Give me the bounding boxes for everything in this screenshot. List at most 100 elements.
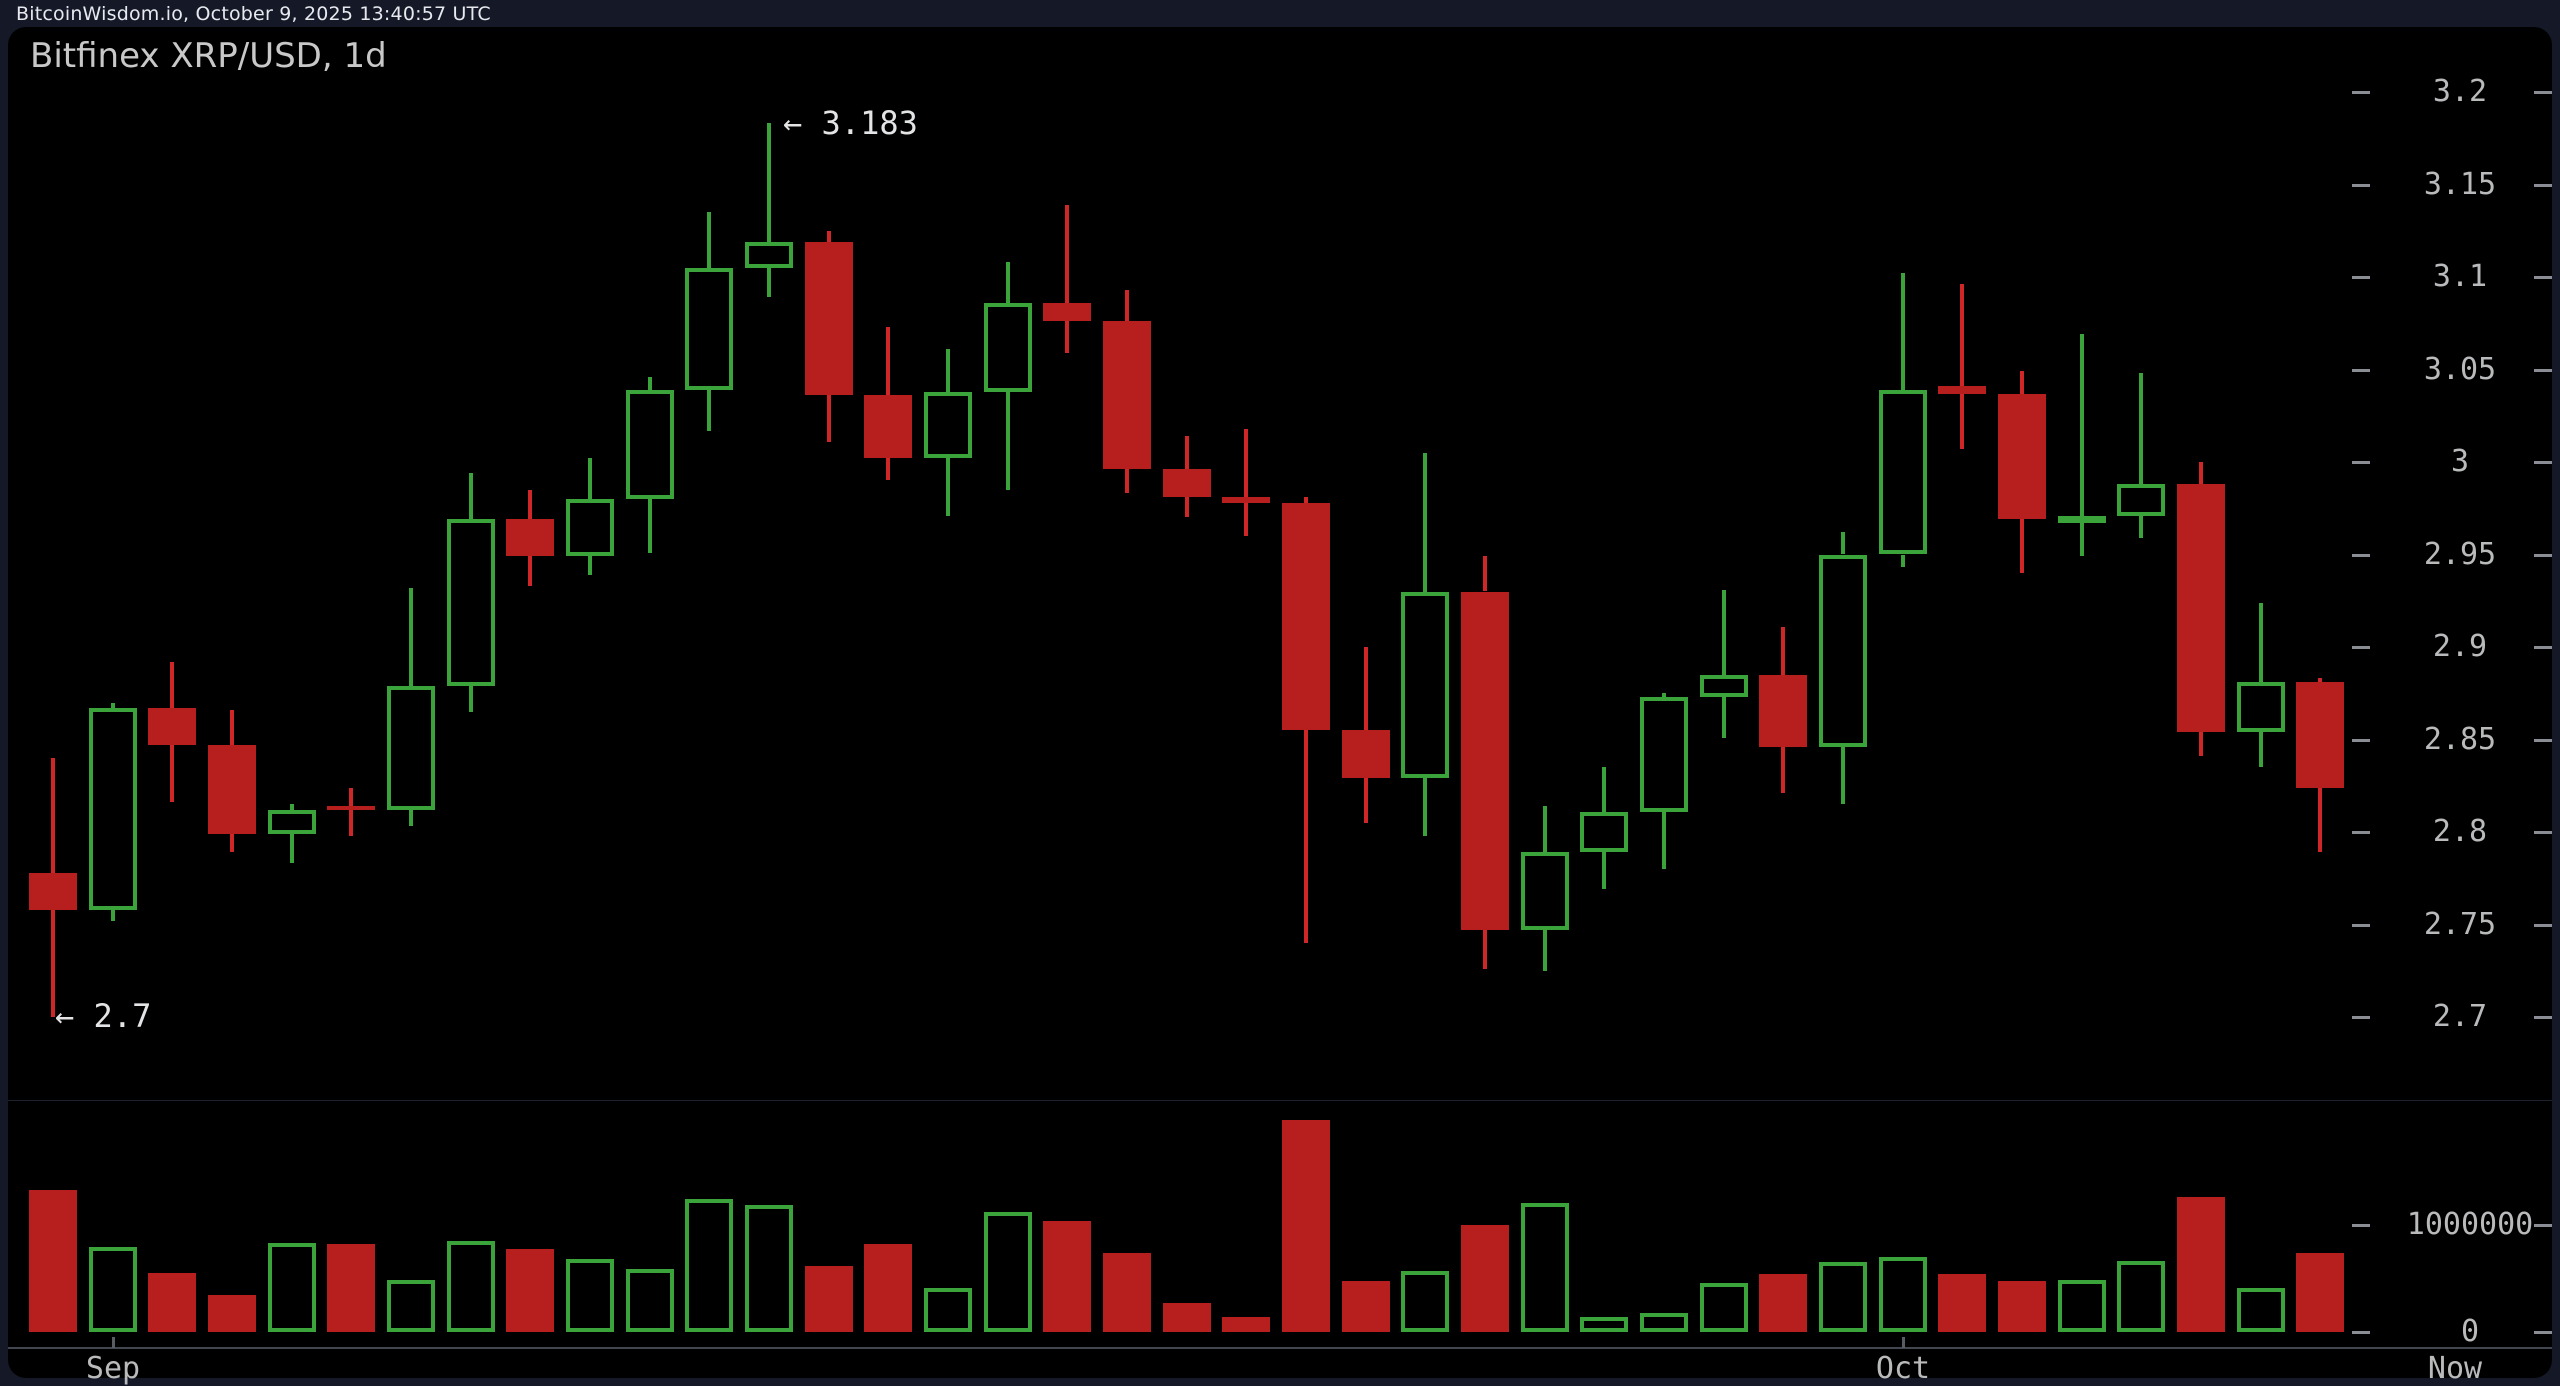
candle-wick-upper bbox=[1363, 647, 1368, 731]
volume-bar bbox=[208, 1294, 256, 1332]
price-tick-left bbox=[2352, 461, 2370, 464]
candle-wick-lower bbox=[1184, 497, 1189, 518]
candle-body bbox=[745, 241, 793, 268]
price-tick-left bbox=[2352, 923, 2370, 927]
candle-wick-lower bbox=[2258, 732, 2263, 768]
candle-wick-lower bbox=[767, 267, 771, 298]
candle-wick-lower bbox=[1781, 746, 1786, 794]
candle-body bbox=[625, 389, 674, 499]
candle-body bbox=[1580, 811, 1629, 853]
candle-wick-upper bbox=[1960, 284, 1965, 387]
candle-body bbox=[267, 809, 316, 834]
price-tick-left bbox=[2352, 553, 2370, 557]
volume-bar bbox=[2057, 1280, 2106, 1332]
candle-body bbox=[804, 241, 853, 396]
price-tick-right bbox=[2534, 183, 2552, 187]
chart-title: Bitfinex XRP/USD, 1d bbox=[30, 36, 387, 76]
candle-wick-upper bbox=[528, 489, 533, 520]
volume-bar bbox=[1699, 1283, 1748, 1332]
x-axis-line bbox=[8, 1347, 2552, 1349]
volume-bar bbox=[1520, 1202, 1569, 1332]
volume-bar bbox=[1819, 1262, 1867, 1332]
price-tick-right bbox=[2534, 738, 2552, 742]
candle-wick-lower bbox=[289, 833, 294, 864]
candle-body bbox=[29, 872, 77, 910]
x-axis-label-now: Now bbox=[2427, 1351, 2483, 1386]
price-annotation: ← 2.7 bbox=[55, 997, 152, 1035]
candle-wick-lower bbox=[2318, 787, 2323, 853]
price-tick-left bbox=[2352, 1016, 2370, 1019]
candle-body bbox=[1998, 393, 2046, 520]
candle-wick-upper bbox=[826, 230, 831, 242]
candle-body bbox=[1103, 321, 1151, 470]
price-axis-label: 2.7 bbox=[2432, 999, 2488, 1034]
candle-wick-upper bbox=[170, 661, 175, 709]
price-tick-left bbox=[2352, 91, 2370, 94]
volume-bar bbox=[2296, 1252, 2345, 1332]
candle-wick-upper bbox=[51, 758, 55, 873]
candle-wick-upper bbox=[409, 587, 413, 686]
candle-wick-upper bbox=[1483, 556, 1487, 592]
price-axis-label: 3.05 bbox=[2423, 351, 2497, 387]
candle-wick-upper bbox=[2258, 602, 2263, 683]
volume-bar bbox=[745, 1204, 793, 1332]
x-axis-label-sep: Sep bbox=[85, 1351, 141, 1386]
price-axis-label: 3.2 bbox=[2432, 74, 2488, 109]
price-tick-left bbox=[2352, 368, 2370, 372]
candle-wick-upper bbox=[230, 709, 234, 746]
price-axis-label: 2.85 bbox=[2423, 721, 2497, 757]
price-axis-label: 2.75 bbox=[2423, 906, 2497, 942]
price-tick-left bbox=[2352, 276, 2370, 279]
candle-wick-lower bbox=[647, 499, 652, 553]
candle-wick-lower bbox=[886, 458, 891, 481]
candle-wick-upper bbox=[707, 212, 712, 268]
volume-bar bbox=[1998, 1280, 2046, 1332]
price-axis-label: 3.1 bbox=[2432, 259, 2488, 294]
price-tick-right bbox=[2534, 461, 2552, 464]
candle-wick-upper bbox=[1721, 589, 1726, 675]
volume-bar bbox=[1461, 1225, 1509, 1332]
volume-bar bbox=[1043, 1220, 1092, 1332]
candle-body bbox=[2236, 682, 2285, 733]
volume-axis-label: 1000000 bbox=[2406, 1207, 2534, 1242]
candle-wick-upper bbox=[2199, 462, 2203, 485]
volume-bar bbox=[566, 1259, 614, 1332]
candle-wick-lower bbox=[1960, 393, 1965, 450]
volume-bar bbox=[864, 1244, 913, 1332]
candle-wick-upper bbox=[2139, 373, 2144, 485]
candle-wick-lower bbox=[1900, 554, 1905, 568]
candle-wick-lower bbox=[2139, 515, 2144, 538]
candle-wick-lower bbox=[1005, 391, 1010, 490]
volume-bar bbox=[1401, 1271, 1450, 1332]
candle-wick-upper bbox=[1841, 532, 1845, 555]
candle-body bbox=[2296, 682, 2345, 788]
candle-wick-lower bbox=[468, 685, 473, 712]
volume-bar bbox=[1640, 1312, 1688, 1332]
price-axis-label: 2.95 bbox=[2423, 536, 2497, 572]
price-axis-label: 2.8 bbox=[2432, 814, 2488, 849]
candle-body bbox=[1759, 674, 1808, 747]
price-tick-left bbox=[2352, 831, 2370, 834]
volume-bar bbox=[1938, 1274, 1987, 1332]
volume-bar bbox=[88, 1247, 137, 1332]
volume-bar bbox=[685, 1199, 734, 1332]
candle-wick-upper bbox=[1662, 693, 1666, 697]
volume-tick-right bbox=[2534, 1224, 2552, 1227]
candle-wick-upper bbox=[1602, 767, 1607, 812]
x-axis-label-oct: Oct bbox=[1875, 1351, 1931, 1386]
candle-body bbox=[1222, 497, 1271, 503]
candle-body bbox=[1341, 730, 1390, 779]
price-axis-label: 2.9 bbox=[2432, 629, 2488, 664]
price-tick-right bbox=[2534, 276, 2552, 279]
candle-wick-upper bbox=[468, 473, 473, 520]
candle-wick-upper bbox=[1900, 273, 1905, 390]
volume-tick-left bbox=[2352, 1224, 2370, 1227]
price-tick-right bbox=[2534, 91, 2552, 94]
candle-wick-upper bbox=[110, 702, 115, 709]
candle-wick-upper bbox=[1304, 497, 1308, 503]
volume-bar bbox=[1282, 1120, 1330, 1332]
price-tick-left bbox=[2352, 738, 2370, 742]
candle-body bbox=[685, 267, 734, 390]
candle-wick-lower bbox=[110, 909, 115, 921]
